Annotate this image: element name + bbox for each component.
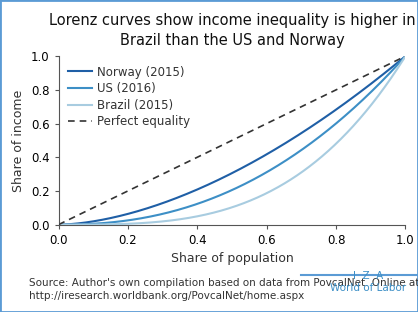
Title: Lorenz curves show income inequality is higher in
Brazil than the US and Norway: Lorenz curves show income inequality is … [48,13,415,48]
Y-axis label: Share of income: Share of income [12,89,25,192]
Text: Source: Author's own compilation based on data from PovcalNet. Online at:
http:/: Source: Author's own compilation based o… [29,278,418,301]
Legend: Norway (2015), US (2016), Brazil (2015), Perfect equality: Norway (2015), US (2016), Brazil (2015),… [64,62,194,132]
X-axis label: Share of population: Share of population [171,252,293,265]
Text: I  Z  A
World of Labor: I Z A World of Labor [330,271,406,293]
